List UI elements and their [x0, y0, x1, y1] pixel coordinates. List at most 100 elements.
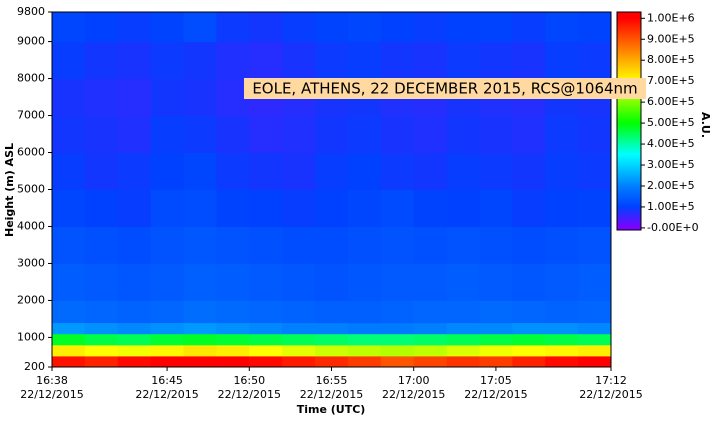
heatmap-cell	[183, 322, 217, 335]
y-tick-label: 1000	[17, 330, 45, 343]
heatmap-cell	[150, 78, 185, 117]
heatmap-cell	[282, 263, 316, 301]
heatmap-cell	[512, 12, 546, 43]
heatmap-cell	[150, 322, 185, 335]
y-tick-label: 6000	[17, 146, 45, 159]
heatmap-cell	[117, 226, 152, 264]
heatmap-cell	[380, 333, 415, 346]
heatmap-cell	[512, 355, 546, 368]
heatmap-cell	[84, 115, 119, 154]
heatmap-cell	[413, 226, 448, 264]
heatmap-cell	[282, 344, 316, 357]
heatmap-cell	[578, 300, 612, 324]
heatmap-cell	[117, 300, 152, 324]
heatmap-cell	[512, 41, 546, 80]
x-tick-label: 16:45	[151, 374, 183, 387]
colorbar-tick-label: 8.00E+5	[647, 53, 695, 66]
heatmap-cell	[479, 322, 513, 335]
heatmap-cell	[117, 322, 152, 335]
heatmap-cell	[446, 344, 480, 357]
heatmap-cell	[249, 322, 283, 335]
heatmap-cell	[315, 152, 349, 190]
heatmap-cell	[315, 300, 349, 324]
heatmap-cell	[117, 344, 152, 357]
heatmap-cell	[183, 226, 217, 264]
heatmap-cell	[380, 355, 415, 368]
heatmap-cell	[545, 300, 579, 324]
heatmap-cell	[117, 152, 152, 190]
heatmap-cell	[84, 12, 119, 43]
x-tick-label: 17:00	[398, 374, 430, 387]
heatmap-cell	[347, 226, 382, 264]
heatmap-cell	[216, 115, 250, 154]
heatmap-cell	[117, 189, 152, 227]
annotation: EOLE, ATHENS, 22 DECEMBER 2015, RCS@1064…	[252, 80, 637, 98]
heatmap-cell	[512, 263, 546, 301]
heatmap-cell	[413, 41, 448, 80]
heatmap-cell	[413, 12, 448, 43]
heatmap-cell	[150, 226, 185, 264]
heatmap-cell	[347, 300, 382, 324]
x-tick-label: 22/12/2015	[579, 388, 642, 401]
heatmap-cell	[545, 263, 579, 301]
x-tick-label: 22/12/2015	[382, 388, 445, 401]
heatmap-cell	[282, 300, 316, 324]
heatmap-cell	[479, 152, 513, 190]
heatmap-cell	[315, 41, 349, 80]
colorbar-tick-label: -0.00E+0	[647, 221, 699, 234]
heatmap-cell	[282, 152, 316, 190]
y-tick-label: 7000	[17, 109, 45, 122]
heatmap-cell	[479, 12, 513, 43]
heatmap-cell	[413, 263, 448, 301]
heatmap-cell	[52, 322, 86, 335]
heatmap-cell	[52, 344, 86, 357]
heatmap-cell	[282, 226, 316, 264]
heatmap-cell	[183, 300, 217, 324]
heatmap-cell	[52, 78, 86, 117]
y-tick-label: 5000	[17, 183, 45, 196]
heatmap-cell	[117, 115, 152, 154]
heatmap-cell	[479, 41, 513, 80]
colorbar-tick-label: 1.00E+5	[647, 200, 695, 213]
heatmap-cell	[52, 12, 86, 43]
heatmap-cell	[52, 300, 86, 324]
heatmap-cell	[479, 263, 513, 301]
heatmap-cell	[315, 333, 349, 346]
colorbar-tick-label: 2.00E+5	[647, 179, 695, 192]
heatmap-cell	[512, 322, 546, 335]
heatmap-cell	[413, 322, 448, 335]
heatmap-cell	[479, 115, 513, 154]
heatmap-cell	[347, 189, 382, 227]
heatmap-cell	[578, 152, 612, 190]
heatmap-cell	[413, 152, 448, 190]
x-tick-label: 22/12/2015	[20, 388, 83, 401]
heatmap-cell	[479, 226, 513, 264]
heatmap-cell	[216, 355, 250, 368]
heatmap-cell	[479, 300, 513, 324]
heatmap-cell	[380, 322, 415, 335]
heatmap-cell	[183, 78, 217, 117]
heatmap-cell	[380, 41, 415, 80]
heatmap-cell	[413, 344, 448, 357]
heatmap-cell	[183, 115, 217, 154]
heatmap	[52, 12, 612, 368]
heatmap-cell	[84, 355, 119, 368]
heatmap-cell	[347, 12, 382, 43]
heatmap-cell	[446, 300, 480, 324]
heatmap-cell	[578, 41, 612, 80]
colorbar-tick-label: 4.00E+5	[647, 137, 695, 150]
heatmap-cell	[380, 226, 415, 264]
heatmap-cell	[347, 115, 382, 154]
y-tick-label: 200	[24, 360, 45, 373]
x-tick-label: 22/12/2015	[135, 388, 198, 401]
heatmap-cell	[347, 152, 382, 190]
x-axis-label: Time (UTC)	[297, 403, 366, 416]
heatmap-cell	[578, 226, 612, 264]
heatmap-cell	[282, 189, 316, 227]
colorbar-tick-label: 3.00E+5	[647, 158, 695, 171]
x-tick-label: 16:55	[316, 374, 348, 387]
heatmap-cell	[150, 115, 185, 154]
x-tick-label: 22/12/2015	[300, 388, 363, 401]
heatmap-cell	[512, 115, 546, 154]
